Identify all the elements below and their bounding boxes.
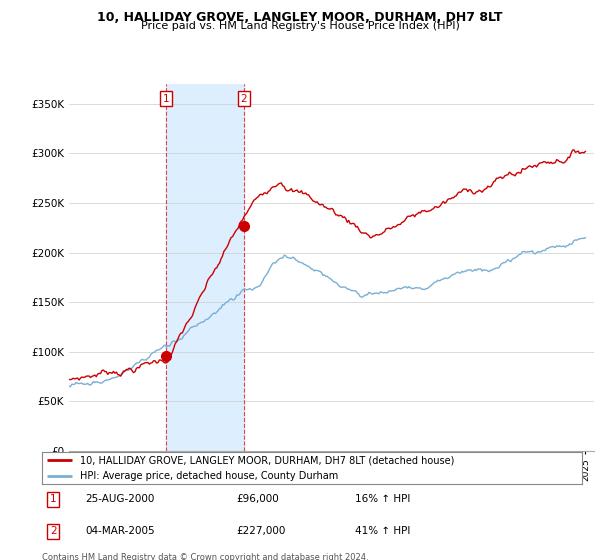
Text: 10, HALLIDAY GROVE, LANGLEY MOOR, DURHAM, DH7 8LT: 10, HALLIDAY GROVE, LANGLEY MOOR, DURHAM… (97, 11, 503, 24)
Text: 16% ↑ HPI: 16% ↑ HPI (355, 494, 410, 504)
Text: 25-AUG-2000: 25-AUG-2000 (85, 494, 155, 504)
Text: 04-MAR-2005: 04-MAR-2005 (85, 526, 155, 536)
Text: 1: 1 (163, 94, 170, 104)
Text: 2: 2 (50, 526, 57, 536)
Text: 10, HALLIDAY GROVE, LANGLEY MOOR, DURHAM, DH7 8LT (detached house): 10, HALLIDAY GROVE, LANGLEY MOOR, DURHAM… (80, 455, 454, 465)
Text: 41% ↑ HPI: 41% ↑ HPI (355, 526, 410, 536)
Text: Price paid vs. HM Land Registry's House Price Index (HPI): Price paid vs. HM Land Registry's House … (140, 21, 460, 31)
Bar (166, 84, 244, 451)
Text: HPI: Average price, detached house, County Durham: HPI: Average price, detached house, Coun… (80, 472, 338, 481)
Text: £227,000: £227,000 (236, 526, 286, 536)
Text: 2: 2 (241, 94, 247, 104)
Text: £96,000: £96,000 (236, 494, 279, 504)
Text: Contains HM Land Registry data © Crown copyright and database right 2024.
This d: Contains HM Land Registry data © Crown c… (42, 553, 368, 560)
Text: 1: 1 (50, 494, 57, 504)
